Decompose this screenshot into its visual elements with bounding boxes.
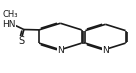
Text: N: N	[102, 46, 109, 55]
Text: S: S	[18, 36, 24, 46]
Text: HN: HN	[3, 20, 16, 29]
Text: CH₃: CH₃	[2, 10, 18, 19]
Text: N: N	[57, 46, 64, 55]
